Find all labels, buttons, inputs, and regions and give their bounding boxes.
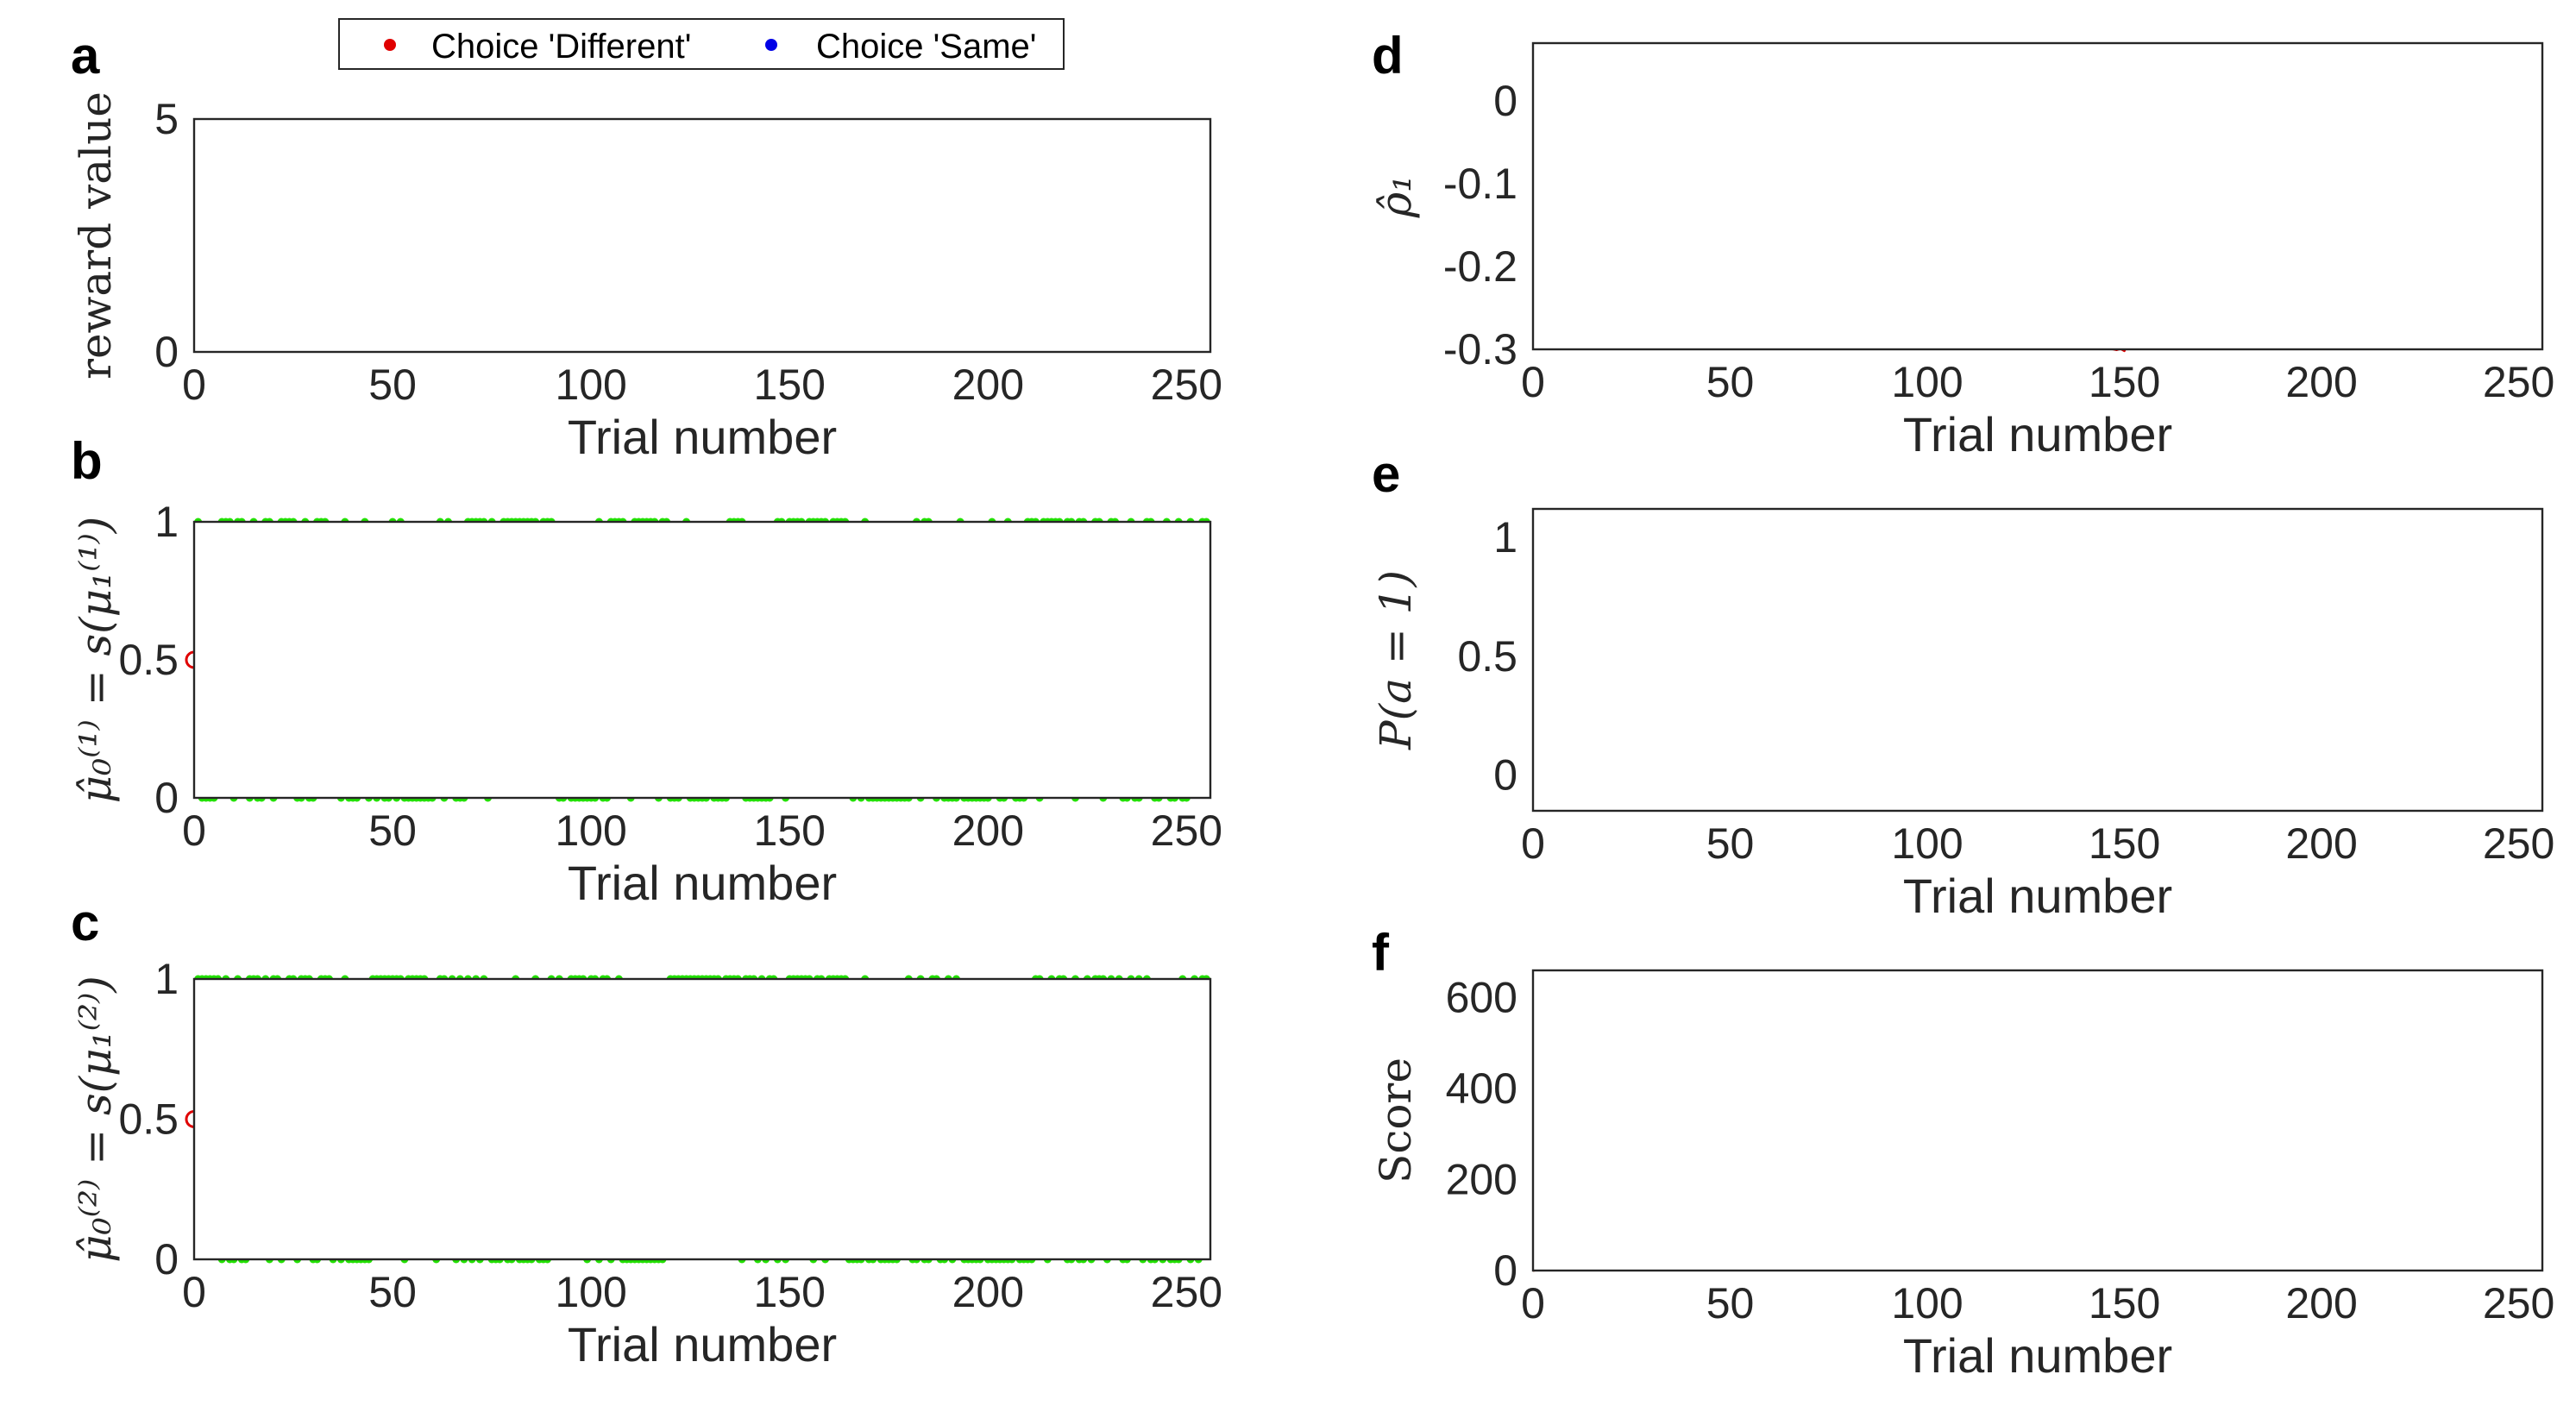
- y-tick-label: 5: [154, 95, 179, 143]
- x-axis-label: Trial number: [568, 856, 837, 910]
- x-tick-label: 50: [1706, 1279, 1755, 1327]
- x-axis-label: Trial number: [568, 410, 837, 464]
- y-tick-label: 1: [154, 498, 179, 546]
- axis-frame: [192, 977, 1212, 1261]
- y-tick-label: -0.1: [1443, 160, 1517, 208]
- x-tick-label: 250: [2483, 358, 2554, 406]
- x-tick-label: 100: [1891, 358, 1963, 406]
- x-tick-label: 150: [754, 361, 826, 409]
- y-tick-label: 0: [1493, 1246, 1517, 1295]
- panel-a: 0 50 100 150 200 250 0 5 Trial number reward valu…: [71, 27, 1222, 464]
- y-axis-label: μ̂₀⁽²⁾ = s(μ₁⁽²⁾): [71, 976, 121, 1263]
- x-axis-label: Trial number: [1903, 407, 2172, 461]
- x-axis-label: Trial number: [568, 1317, 837, 1371]
- x-tick-label: 250: [1151, 361, 1222, 409]
- x-tick-label: 50: [1706, 358, 1755, 406]
- x-tick-label: 200: [2285, 1279, 2357, 1327]
- x-tick-label: 50: [368, 806, 417, 855]
- x-tick-label: 150: [754, 1268, 826, 1316]
- x-tick-label: 50: [1706, 819, 1755, 868]
- legend-same-marker: [765, 39, 777, 51]
- axis-frame: [1531, 41, 2544, 351]
- y-axis-label: Score: [1371, 1057, 1421, 1183]
- x-tick-label: 200: [2285, 819, 2357, 868]
- x-tick-label: 150: [2089, 1279, 2160, 1327]
- x-tick-label: 200: [952, 806, 1024, 855]
- y-tick-label: 0: [1493, 751, 1517, 800]
- panel-d: 0 50 100 150 200 250 0 -0.1 -0.2 -0.3 Trial number…: [1371, 27, 2554, 461]
- x-tick-label: 250: [2483, 819, 2554, 868]
- x-tick-label: 200: [952, 1268, 1024, 1316]
- y-tick-label: 600: [1446, 974, 1517, 1022]
- panel-letter: f: [1372, 924, 1390, 982]
- legend-same-label: Choice 'Same': [816, 28, 1036, 66]
- x-axis-label: Trial number: [1903, 1328, 2172, 1383]
- y-axis-label: reward value: [71, 91, 121, 380]
- axis-frame: [1531, 969, 2544, 1272]
- panel-b: 0 50 100 150 200 250 0 0.5 1 Trial number μ̂₀⁽¹⁾ =…: [71, 432, 1222, 910]
- x-tick-label: 0: [1521, 819, 1545, 868]
- panel-e: 0 50 100 150 200 250 0 0.5 1 Trial number P(a = 1)…: [1371, 445, 2554, 923]
- x-tick-label: 250: [2483, 1279, 2554, 1327]
- legend: Choice 'Different' Choice 'Same': [338, 18, 1065, 70]
- x-tick-label: 50: [368, 361, 417, 409]
- x-tick-label: 100: [555, 361, 626, 409]
- x-tick-label: 0: [1521, 1279, 1545, 1327]
- axis-frame: [1531, 507, 2544, 813]
- x-tick-label: 0: [182, 1268, 206, 1316]
- panel-letter: b: [71, 432, 103, 490]
- axis-frame: [192, 520, 1212, 800]
- x-tick-label: 250: [1151, 1268, 1222, 1316]
- y-axis-label: P(a = 1): [1371, 570, 1421, 750]
- y-tick-label: 1: [154, 955, 179, 1003]
- y-tick-label: 400: [1446, 1064, 1517, 1113]
- y-tick-label: 0.5: [1457, 632, 1517, 681]
- y-tick-label: 1: [1493, 513, 1517, 562]
- x-tick-label: 50: [368, 1268, 417, 1316]
- x-tick-label: 100: [1891, 1279, 1963, 1327]
- x-axis-label: Trial number: [1903, 869, 2172, 923]
- legend-different-label: Choice 'Different': [431, 28, 691, 66]
- panel-f: 0 50 100 150 200 250 0 200 400 600 Trial number Sco…: [1371, 924, 2554, 1383]
- y-axis-label: μ̂₀⁽¹⁾ = s(μ₁⁽¹⁾): [71, 517, 121, 804]
- x-tick-label: 200: [2285, 358, 2357, 406]
- panel-c: 0 50 100 150 200 250 0 0.5 1 Trial number μ̂₀⁽²⁾ =…: [71, 894, 1222, 1371]
- x-tick-label: 150: [754, 806, 826, 855]
- legend-box: [338, 18, 1065, 70]
- y-tick-label: 0: [154, 1235, 179, 1283]
- y-axis-label: ρ̂₁: [1371, 175, 1421, 218]
- x-tick-label: 0: [182, 361, 206, 409]
- panel-letter: d: [1372, 27, 1404, 85]
- y-tick-label: -0.3: [1443, 325, 1517, 373]
- x-tick-label: 100: [555, 806, 626, 855]
- y-tick-label: 0: [154, 328, 179, 376]
- panel-letter: a: [71, 27, 100, 85]
- y-tick-label: -0.2: [1443, 242, 1517, 291]
- x-tick-label: 0: [182, 806, 206, 855]
- x-tick-label: 0: [1521, 358, 1545, 406]
- panel-letter: c: [71, 894, 99, 951]
- panel-letter: e: [1372, 445, 1400, 503]
- x-tick-label: 200: [952, 361, 1024, 409]
- legend-different-marker: [384, 39, 396, 51]
- y-tick-label: 0.5: [118, 1095, 179, 1144]
- y-tick-label: 0: [1493, 77, 1517, 125]
- x-tick-label: 150: [2089, 358, 2160, 406]
- x-tick-label: 150: [2089, 819, 2160, 868]
- x-tick-label: 250: [1151, 806, 1222, 855]
- y-tick-label: 0.5: [118, 636, 179, 684]
- x-tick-label: 100: [1891, 819, 1963, 868]
- axis-frame: [192, 117, 1212, 354]
- y-tick-label: 0: [154, 774, 179, 822]
- x-tick-label: 100: [555, 1268, 626, 1316]
- y-tick-label: 200: [1446, 1156, 1517, 1204]
